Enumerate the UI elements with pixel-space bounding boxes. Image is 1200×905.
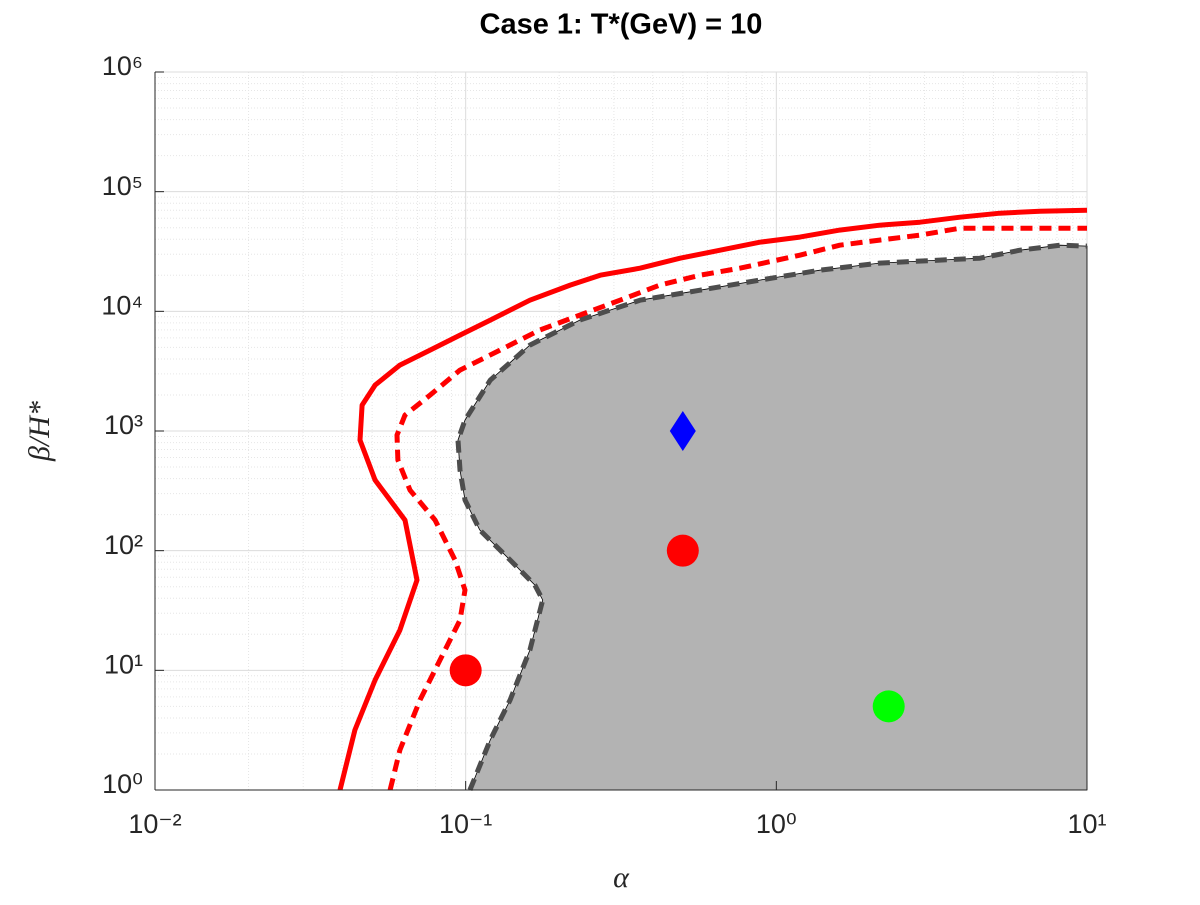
chart-title: Case 1: T*(GeV) = 10 [480, 9, 763, 41]
x-tick-label: 10¹ [1067, 809, 1106, 839]
x-tick-label: 10⁰ [756, 809, 797, 839]
axes: 10⁻² 10⁻¹ 10⁰ 10¹ 10⁰ 10¹ 10² 10³ 10⁴ 10⁵ 10⁶ [101, 51, 1106, 839]
y-tick-label: 10⁴ [101, 290, 143, 320]
contour-line [337, 207, 1088, 791]
y-tick-label: 10⁵ [102, 171, 143, 201]
y-tick-label: 10¹ [104, 649, 143, 679]
y-tick-label: 10² [104, 530, 143, 560]
contour-line [387, 225, 1087, 791]
y-axis-label: β/H* [23, 401, 56, 462]
x-tick-label: 10⁻² [128, 809, 181, 839]
marker [449, 654, 482, 687]
marker [872, 690, 905, 723]
y-tick-label: 10⁰ [102, 769, 143, 799]
contour-line [455, 242, 1088, 791]
x-axis-label: α [613, 861, 630, 894]
y-tick-label: 10⁶ [102, 51, 143, 81]
marker [669, 411, 696, 451]
plot-area [337, 207, 1088, 791]
marker [666, 534, 699, 567]
y-tick-label: 10³ [104, 410, 143, 440]
x-tick-label: 10⁻¹ [439, 809, 492, 839]
